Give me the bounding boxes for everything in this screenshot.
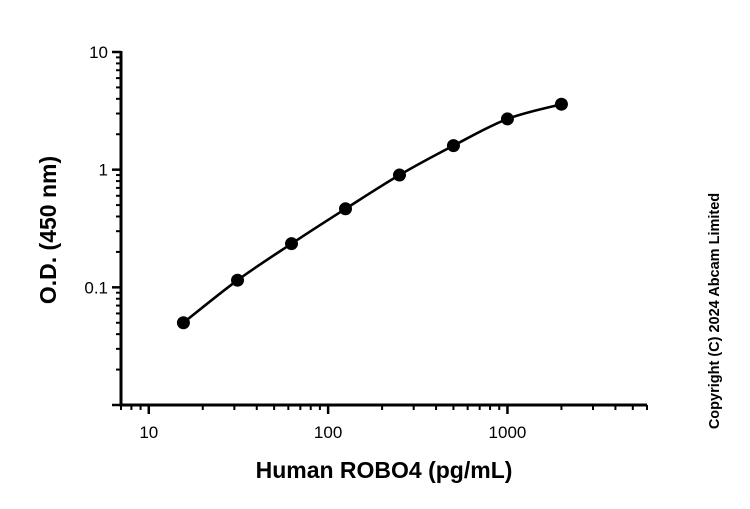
- x-tick-label: 10: [139, 423, 158, 442]
- data-point: [231, 273, 245, 287]
- x-axis-title: Human ROBO4 (pg/mL): [256, 457, 513, 483]
- y-tick-label: 10: [89, 43, 108, 62]
- fit-curve: [182, 102, 562, 324]
- data-point: [392, 168, 406, 182]
- data-point: [285, 237, 299, 251]
- data-point: [446, 139, 460, 153]
- data-point: [554, 97, 568, 111]
- data-point: [176, 316, 190, 330]
- copyright-notice: Copyright (C) 2024 Abcam Limited: [707, 193, 723, 429]
- y-tick-label: 1: [99, 161, 108, 180]
- x-tick-label: 100: [314, 423, 342, 442]
- x-axis-ticks: 10 100 1000: [120, 405, 648, 442]
- plot-area: [176, 97, 568, 330]
- data-point: [500, 112, 514, 126]
- y-axis-title: O.D. (450 nm): [35, 156, 61, 304]
- y-axis-ticks: 0.1 1 10: [84, 43, 121, 407]
- data-point: [338, 202, 352, 216]
- axes: 0.1 1 10 10 100 1000: [84, 43, 648, 442]
- y-tick-label: 0.1: [84, 278, 108, 297]
- x-tick-label: 1000: [489, 423, 527, 442]
